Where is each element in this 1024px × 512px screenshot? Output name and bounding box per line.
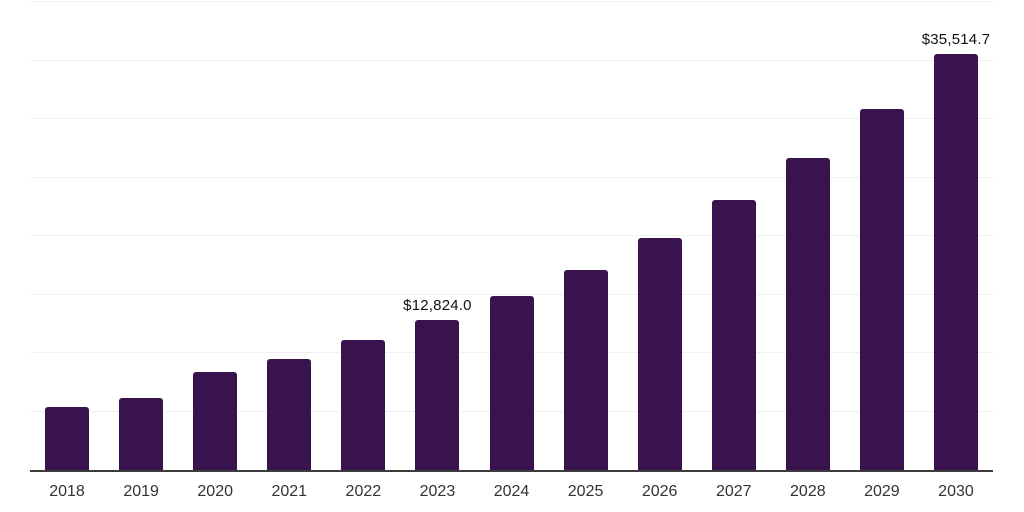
bar-2019 [119, 398, 164, 470]
x-tick-label-2020: 2020 [197, 483, 233, 500]
bar-slot-2026 [623, 2, 697, 470]
bar-slot-2023: $12,824.0 [400, 2, 474, 470]
gridline [30, 235, 993, 236]
bar-2029 [859, 109, 904, 470]
bar-2020 [193, 372, 238, 470]
x-tick-label-2018: 2018 [49, 483, 85, 500]
x-tick-label-2025: 2025 [567, 483, 604, 500]
x-tick-label-2026: 2026 [641, 483, 678, 500]
bar-slot-2025 [549, 2, 623, 470]
bar-slot-2029 [845, 2, 919, 470]
x-tick-label-2022: 2022 [345, 483, 382, 500]
bar-2028 [785, 157, 830, 470]
bar-slot-2019 [104, 2, 178, 470]
bar-slot-2027 [697, 2, 771, 470]
gridline [30, 59, 993, 61]
bar-value-label-2030: $35,514.7 [921, 31, 991, 49]
bar-slot-2021 [252, 2, 326, 470]
x-tick-label-2024: 2024 [493, 483, 530, 500]
bar-2026 [637, 238, 682, 470]
gridline [30, 118, 993, 119]
bar-slot-2028 [771, 2, 845, 470]
x-tick-label-2029: 2029 [864, 483, 900, 500]
bar-slot-2030: $35,514.7 [919, 2, 993, 470]
bar-series: $12,824.0 $35,514.7 [30, 2, 993, 470]
x-tick-label-2023: 2023 [419, 483, 456, 500]
bar-2022 [341, 340, 386, 470]
x-tick-label-2021: 2021 [271, 483, 308, 500]
x-tick-label-2019: 2019 [123, 483, 159, 500]
plot-area: $12,824.0 $35,514.7 [30, 1, 993, 472]
bar-value-label-2023: $12,824.0 [403, 296, 472, 314]
bar-2023 [415, 319, 460, 470]
bar-2018 [45, 407, 90, 470]
bar-slot-2024 [474, 2, 548, 470]
gridline [30, 176, 993, 178]
bar-2021 [267, 358, 312, 470]
x-tick-label-2028: 2028 [790, 483, 826, 500]
bar-2024 [489, 296, 534, 470]
x-tick-label-2030: 2030 [938, 483, 974, 500]
bar-2025 [563, 269, 608, 470]
bar-slot-2020 [178, 2, 252, 470]
bar-slot-2022 [326, 2, 400, 470]
x-axis-labels: 2018 2019 2020 2021 2022 2023 2024 2025 2026 2027… [30, 483, 993, 501]
bar-slot-2018 [30, 2, 104, 470]
gridline [30, 1, 993, 2]
x-tick-label-2027: 2027 [715, 483, 752, 500]
bar-2030 [933, 54, 978, 470]
bar-2027 [711, 199, 756, 470]
gridline [30, 293, 993, 295]
